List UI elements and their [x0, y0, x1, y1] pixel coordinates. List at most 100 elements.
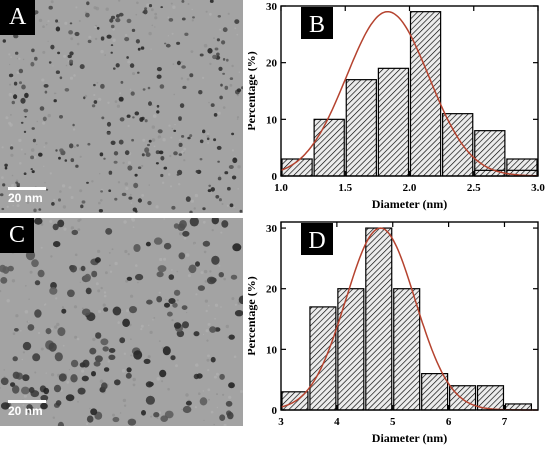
- nanoparticle: [91, 371, 96, 377]
- nanoparticle: [54, 352, 63, 362]
- tem-noise: [170, 2, 173, 5]
- tem-noise: [3, 369, 5, 371]
- nanoparticle: [89, 347, 97, 355]
- nanoparticle: [48, 5, 53, 10]
- tem-noise: [206, 339, 209, 342]
- nanoparticle: [156, 104, 160, 108]
- tem-noise: [183, 152, 185, 154]
- nanoparticle: [87, 39, 92, 44]
- tem-noise: [190, 50, 194, 53]
- nanoparticle: [108, 348, 116, 353]
- nanoparticle: [2, 266, 10, 274]
- nanoparticle: [32, 353, 41, 362]
- nanoparticle: [40, 394, 49, 402]
- tem-noise: [41, 78, 45, 82]
- nanoparticle: [124, 37, 130, 42]
- nanoparticle: [182, 321, 189, 329]
- tem-noise: [180, 77, 184, 80]
- tem-noise: [22, 404, 25, 407]
- nanoparticle: [207, 48, 213, 54]
- nanoparticle: [81, 375, 89, 382]
- tem-noise: [9, 83, 12, 86]
- nanoparticle: [12, 371, 20, 379]
- tem-noise: [176, 270, 179, 273]
- tem-noise: [125, 186, 129, 191]
- nanoparticle: [68, 30, 73, 35]
- tem-noise: [118, 0, 121, 2]
- tem-noise: [173, 93, 175, 96]
- nanoparticle: [222, 72, 226, 75]
- histogram-d-bars: [281, 227, 533, 411]
- nanoparticle: [173, 289, 181, 296]
- nanoparticle: [110, 140, 116, 145]
- tem-noise: [84, 94, 88, 98]
- tem-noise: [202, 333, 205, 335]
- tem-noise: [226, 204, 229, 207]
- tem-noise: [149, 330, 153, 334]
- nanoparticle: [95, 332, 102, 339]
- nanoparticle: [156, 271, 164, 278]
- nanoparticle: [11, 100, 15, 105]
- nanoparticle: [101, 382, 108, 390]
- nanoparticle: [91, 104, 96, 108]
- nanoparticle: [192, 16, 195, 19]
- x-tick-label: 3: [278, 416, 284, 428]
- tem-noise: [213, 37, 215, 39]
- nanoparticle: [182, 405, 192, 414]
- tem-noise: [207, 141, 210, 144]
- tem-noise: [34, 371, 37, 374]
- nanoparticle: [144, 147, 150, 153]
- nanoparticle: [58, 198, 61, 202]
- tem-noise: [195, 293, 198, 296]
- tem-noise: [0, 387, 1, 389]
- tem-noise: [237, 165, 241, 169]
- tem-noise: [20, 148, 23, 151]
- nanoparticle: [100, 83, 105, 89]
- nanoparticle: [61, 308, 67, 314]
- nanoparticle: [106, 131, 111, 135]
- tem-noise: [167, 387, 170, 391]
- nanoparticle: [239, 209, 243, 213]
- histogram-bar: [421, 373, 449, 411]
- nanoparticle: [148, 139, 152, 143]
- tem-noise: [28, 298, 30, 300]
- tem-noise: [221, 203, 224, 205]
- nanoparticle: [99, 152, 104, 157]
- tem-noise: [50, 255, 53, 258]
- tem-noise: [127, 60, 131, 64]
- nanoparticle: [110, 24, 115, 29]
- nanoparticle: [69, 51, 74, 56]
- tem-noise: [8, 199, 11, 202]
- nanoparticle: [164, 302, 170, 308]
- nanoparticle: [110, 44, 114, 47]
- tem-noise: [163, 218, 165, 220]
- tem-noise: [58, 21, 60, 24]
- tem-noise: [208, 101, 210, 104]
- nanoparticle: [147, 86, 151, 90]
- nanoparticle: [231, 175, 237, 180]
- nanoparticle: [43, 387, 50, 395]
- nanoparticle: [157, 265, 167, 273]
- tem-noise: [10, 153, 14, 157]
- nanoparticle: [230, 274, 238, 280]
- tem-noise: [72, 128, 76, 131]
- nanoparticle: [127, 165, 133, 171]
- nanoparticle: [195, 170, 199, 173]
- tem-noise: [130, 354, 133, 357]
- tem-noise: [73, 305, 78, 309]
- nanoparticle: [160, 173, 164, 178]
- panel-label-b: B: [309, 12, 325, 38]
- tem-noise: [65, 64, 68, 67]
- tem-noise: [150, 48, 152, 50]
- nanoparticle: [70, 158, 75, 163]
- nanoparticle: [51, 202, 55, 206]
- nanoparticle: [163, 242, 172, 250]
- nanoparticle: [53, 384, 62, 393]
- nanoparticle: [72, 123, 75, 127]
- nanoparticle: [236, 88, 242, 93]
- tem-noise: [178, 183, 181, 186]
- x-tick-label: 4: [334, 416, 340, 428]
- nanoparticle: [208, 184, 211, 187]
- nanoparticle: [34, 309, 42, 318]
- nanoparticle: [178, 252, 186, 260]
